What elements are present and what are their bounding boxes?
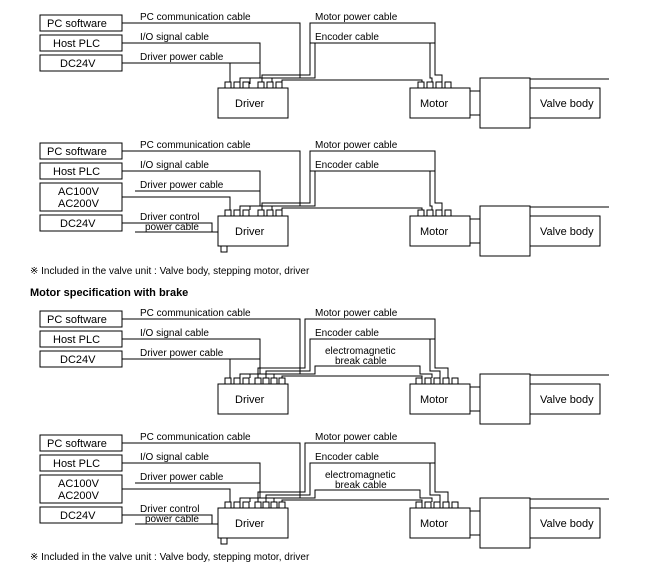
motor-power-cable: Motor power cable — [315, 12, 398, 23]
svg-text:power cable: power cable — [145, 514, 199, 525]
svg-text:Host PLC: Host PLC — [53, 334, 100, 346]
pc-comm-cable: PC communication cable — [140, 12, 251, 23]
svg-text:Valve body: Valve body — [540, 518, 594, 530]
svg-text:Host PLC: Host PLC — [53, 458, 100, 470]
diagram-2: PC software Host PLC AC100V AC200V DC24V… — [40, 140, 609, 256]
svg-text:power cable: power cable — [145, 222, 199, 233]
svg-text:Encoder cable: Encoder cable — [315, 452, 379, 463]
svg-text:AC200V: AC200V — [58, 490, 100, 502]
svg-text:PC software: PC software — [47, 314, 107, 326]
io-signal-cable: I/O signal cable — [140, 32, 209, 43]
svg-text:Motor power cable: Motor power cable — [315, 308, 398, 319]
svg-text:break cable: break cable — [335, 356, 387, 367]
svg-text:AC200V: AC200V — [58, 198, 100, 210]
svg-text:I/O signal cable: I/O signal cable — [140, 452, 209, 463]
dc24v-label: DC24V — [60, 58, 96, 70]
driver-power-cable: Driver power cable — [140, 52, 224, 63]
encoder-cable: Encoder cable — [315, 32, 379, 43]
svg-text:Motor: Motor — [420, 518, 448, 530]
motor-label-1: Motor — [420, 98, 448, 110]
svg-text:Driver: Driver — [235, 394, 265, 406]
svg-text:DC24V: DC24V — [60, 218, 96, 230]
wiring-diagram: PC software Host PLC DC24V PC communicat… — [0, 0, 650, 566]
svg-text:I/O signal cable: I/O signal cable — [140, 328, 209, 339]
svg-text:Driver power cable: Driver power cable — [140, 180, 224, 191]
svg-text:Driver: Driver — [235, 518, 265, 530]
svg-text:Driver power cable: Driver power cable — [140, 472, 224, 483]
svg-text:DC24V: DC24V — [60, 510, 96, 522]
included-note-1: ※ Included in the valve unit : Valve bod… — [30, 266, 310, 277]
svg-text:Valve body: Valve body — [540, 226, 594, 238]
svg-text:Host PLC: Host PLC — [53, 166, 100, 178]
svg-text:AC100V: AC100V — [58, 478, 100, 490]
brake-spec-heading: Motor specification with brake — [30, 287, 188, 299]
diagram-1: PC software Host PLC DC24V PC communicat… — [40, 12, 609, 128]
svg-text:Encoder cable: Encoder cable — [315, 160, 379, 171]
driver-label-1: Driver — [235, 98, 265, 110]
svg-text:break cable: break cable — [335, 480, 387, 491]
svg-text:Motor power cable: Motor power cable — [315, 432, 398, 443]
diagram-4: PC software Host PLC AC100V AC200V DC24V… — [40, 432, 609, 548]
svg-text:Motor power cable: Motor power cable — [315, 140, 398, 151]
host-plc-label: Host PLC — [53, 38, 100, 50]
svg-text:DC24V: DC24V — [60, 354, 96, 366]
pc-software-label: PC software — [47, 18, 107, 30]
svg-text:Driver: Driver — [235, 226, 265, 238]
svg-text:AC100V: AC100V — [58, 186, 100, 198]
svg-text:PC communication cable: PC communication cable — [140, 308, 251, 319]
diagram-3: PC software Host PLC DC24V PC communicat… — [40, 308, 609, 424]
svg-text:PC software: PC software — [47, 146, 107, 158]
svg-text:Motor: Motor — [420, 394, 448, 406]
svg-text:I/O signal cable: I/O signal cable — [140, 160, 209, 171]
svg-text:PC software: PC software — [47, 438, 107, 450]
svg-text:Valve body: Valve body — [540, 394, 594, 406]
svg-text:Encoder cable: Encoder cable — [315, 328, 379, 339]
svg-text:Motor: Motor — [420, 226, 448, 238]
svg-text:PC communication cable: PC communication cable — [140, 432, 251, 443]
included-note-2: ※ Included in the valve unit : Valve bod… — [30, 552, 310, 563]
svg-text:Driver power cable: Driver power cable — [140, 348, 224, 359]
svg-text:PC communication cable: PC communication cable — [140, 140, 251, 151]
valve-body-label-1: Valve body — [540, 98, 594, 110]
